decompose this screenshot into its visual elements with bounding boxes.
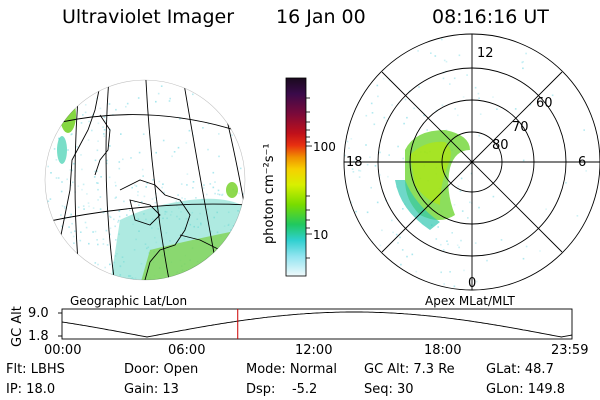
- glon-info: GLon: 149.8: [486, 382, 566, 397]
- observation-time: 08:16:16 UT: [432, 6, 549, 28]
- lat-label-80: 80: [492, 138, 509, 153]
- seq-info: Seq: 30: [364, 382, 414, 397]
- altitude-ytick-1-8: 1.8: [28, 329, 49, 344]
- door-info: Door: Open: [124, 362, 199, 377]
- gain-info: Gain: 13: [124, 382, 179, 397]
- mlt-label-6: 6: [578, 155, 587, 170]
- filter-info: Flt: LBHS: [6, 362, 65, 377]
- xtick-1200: 12:00: [295, 343, 333, 358]
- xtick-2359: 23:59: [551, 343, 589, 358]
- xtick-0600: 06:00: [168, 343, 206, 358]
- altitude-ylabel: GC Alt: [10, 306, 25, 347]
- xtick-1800: 18:00: [424, 343, 462, 358]
- observation-date: 16 Jan 00: [276, 6, 366, 28]
- geo-panel-label: Geographic Lat/Lon: [70, 294, 188, 308]
- ip-info: IP: 18.0: [6, 382, 56, 397]
- polar-panel-label: Apex MLat/MLT: [425, 294, 515, 308]
- lat-label-70: 70: [512, 120, 529, 135]
- mlt-label-18: 18: [346, 155, 363, 170]
- mlt-label-0: 0: [468, 276, 477, 291]
- mlt-label-12: 12: [477, 46, 494, 61]
- glat-info: GLat: 48.7: [486, 362, 554, 377]
- colorbar-tick-100: 100: [313, 140, 336, 154]
- mode-info: Mode: Normal: [246, 362, 337, 377]
- lat-label-60: 60: [536, 96, 553, 111]
- altitude-ytick-9: 9.0: [28, 306, 49, 321]
- xtick-0000: 00:00: [44, 343, 82, 358]
- dsp-info: Dsp: -5.2: [246, 382, 318, 397]
- page-title: Ultraviolet Imager: [62, 6, 235, 28]
- gc-alt-info: GC Alt: 7.3 Re: [364, 362, 455, 377]
- colorbar-tick-10: 10: [313, 228, 329, 242]
